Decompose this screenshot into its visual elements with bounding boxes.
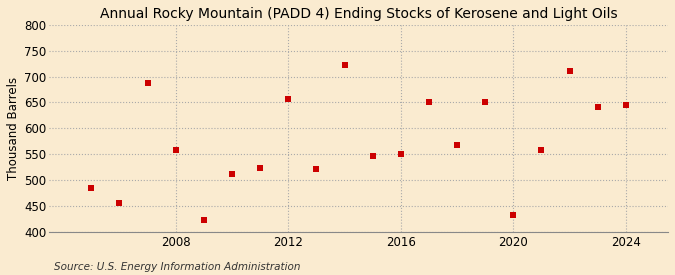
Point [564,69,575,74]
Point [227,172,238,176]
Point [396,152,406,156]
Point [311,166,322,171]
Point [536,148,547,153]
Point [254,166,265,170]
Point [423,100,434,104]
Point [620,103,631,107]
Point [480,100,491,104]
Point [367,153,378,158]
Text: Source: U.S. Energy Information Administration: Source: U.S. Energy Information Administ… [54,262,300,272]
Point [114,201,125,205]
Point [283,97,294,101]
Point [593,105,603,109]
Point [508,212,518,217]
Point [339,62,350,67]
Point [198,218,209,222]
Point [142,81,153,86]
Point [170,148,181,153]
Point [86,186,97,190]
Y-axis label: Thousand Barrels: Thousand Barrels [7,77,20,180]
Title: Annual Rocky Mountain (PADD 4) Ending Stocks of Kerosene and Light Oils: Annual Rocky Mountain (PADD 4) Ending St… [100,7,618,21]
Point [452,143,462,147]
